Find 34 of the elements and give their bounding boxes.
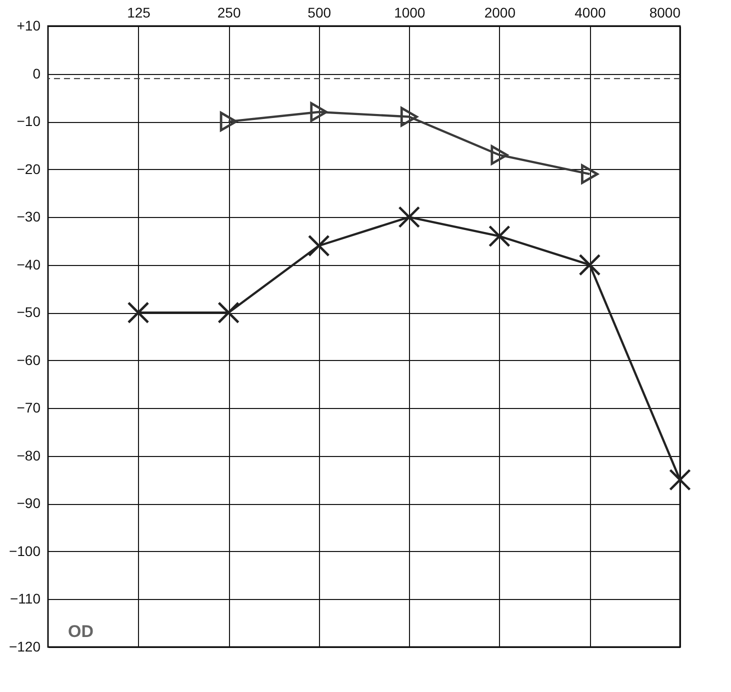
y-tick-label: −90 (16, 495, 41, 512)
y-tick-label: −20 (16, 160, 41, 177)
y-tick-label: −100 (8, 542, 41, 559)
y-tick-label: −50 (16, 304, 41, 320)
y-tick-label: −40 (16, 256, 41, 272)
x-tick-label: 2000 (484, 4, 516, 20)
point (220, 112, 238, 132)
point (308, 234, 330, 257)
y-tick-label: +10 (16, 18, 41, 34)
x-tick-label: 500 (308, 4, 332, 20)
y-tick-label: −30 (16, 208, 41, 225)
point (581, 164, 598, 184)
point (218, 302, 240, 324)
y-tick-label: 0 (32, 65, 41, 82)
x-tick-label: 8000 (649, 4, 681, 20)
point (578, 254, 601, 276)
point (669, 468, 691, 491)
point (127, 302, 150, 324)
annotation: OD (68, 622, 94, 641)
point (398, 206, 420, 228)
x-tick-label: 125 (127, 4, 151, 20)
x-tick-label: 4000 (574, 4, 606, 20)
y-tick-label: −60 (16, 352, 41, 368)
y-tick-label: −80 (16, 447, 41, 464)
y-tick-label: −110 (10, 590, 41, 607)
y-tick-label: −120 (8, 638, 41, 654)
x-tick-label: 250 (217, 4, 241, 20)
point (490, 145, 508, 165)
point (488, 225, 510, 248)
point (310, 102, 328, 122)
x-tick-label: 1000 (394, 4, 426, 20)
y-tick-label: −70 (16, 400, 41, 416)
y-tick-label: −10 (16, 113, 41, 130)
point (400, 106, 418, 127)
